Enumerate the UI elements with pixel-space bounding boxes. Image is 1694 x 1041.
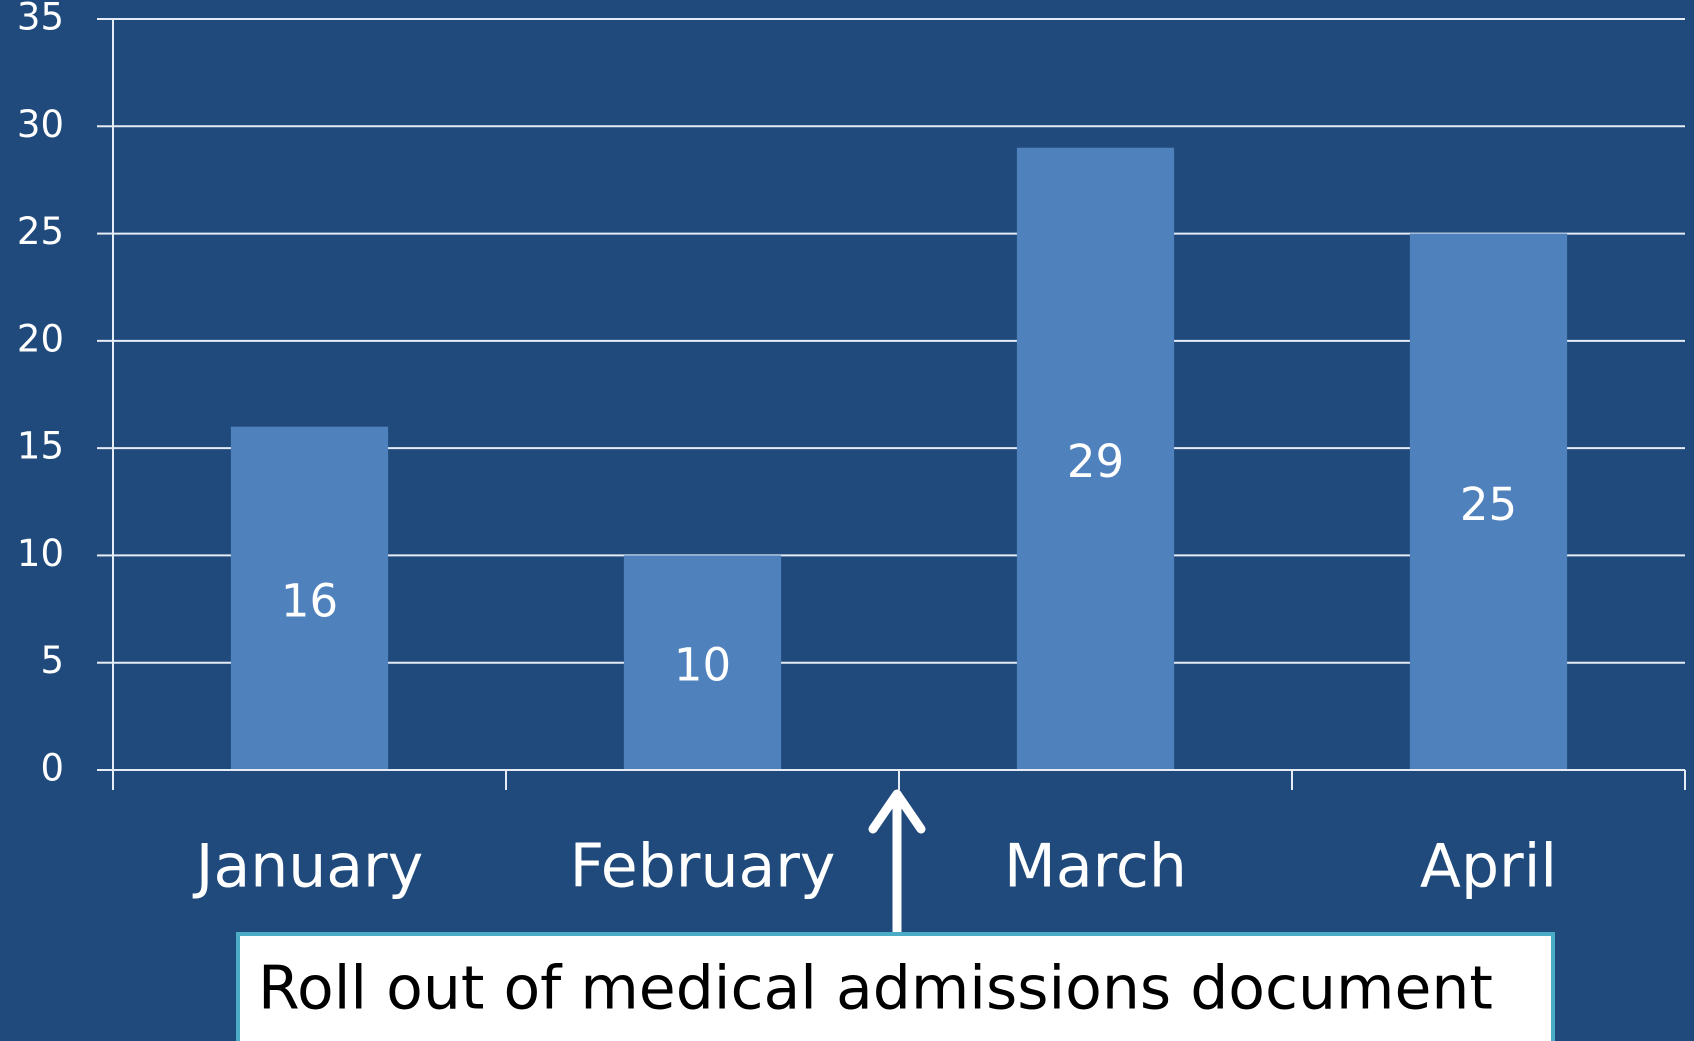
x-tick-label: February bbox=[570, 832, 836, 902]
y-tick-label: 35 bbox=[17, 0, 64, 39]
data-label: 16 bbox=[281, 574, 338, 627]
data-label: 29 bbox=[1067, 435, 1124, 488]
data-label: 25 bbox=[1460, 478, 1517, 531]
y-tick-label: 25 bbox=[17, 210, 64, 253]
x-tick-label: April bbox=[1420, 832, 1557, 902]
data-label: 10 bbox=[674, 639, 731, 692]
x-tick-label: January bbox=[192, 832, 423, 902]
annotation-text: Roll out of medical admissions document bbox=[258, 954, 1493, 1024]
y-tick-label: 5 bbox=[40, 639, 64, 682]
annotation-box bbox=[236, 932, 1555, 1041]
y-tick-label: 10 bbox=[17, 532, 64, 575]
bar bbox=[1409, 233, 1568, 771]
bar bbox=[230, 426, 389, 770]
y-tick-label: 20 bbox=[17, 317, 64, 360]
y-tick-label: 30 bbox=[17, 103, 64, 146]
y-tick-label: 0 bbox=[40, 747, 64, 790]
bar bbox=[1016, 147, 1175, 770]
annotation-arrow-head bbox=[868, 789, 926, 834]
x-tick-label: March bbox=[1004, 832, 1187, 902]
y-tick-label: 15 bbox=[17, 425, 64, 468]
bar bbox=[623, 555, 782, 770]
